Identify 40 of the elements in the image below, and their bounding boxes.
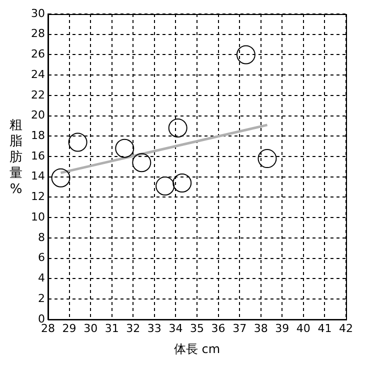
point <box>132 153 152 172</box>
y-tick-label: 30 <box>30 6 45 20</box>
x-tick-label: 31 <box>104 322 119 335</box>
y-tick-label: 18 <box>30 129 45 142</box>
point <box>258 149 277 168</box>
x-tick-label: 33 <box>147 322 162 335</box>
point <box>168 118 188 138</box>
point <box>236 45 256 64</box>
x-axis-title: 体長 cm <box>174 342 220 356</box>
y-tick-label: 16 <box>30 149 45 162</box>
y-tick-label: 20 <box>30 108 45 122</box>
y-tick-label: 14 <box>30 170 45 183</box>
point <box>68 132 88 152</box>
point <box>156 176 175 196</box>
x-tick-label: 35 <box>190 322 204 335</box>
y-tick-label: 10 <box>30 210 45 224</box>
x-tick-label: 38 <box>254 322 268 335</box>
y-tick-label: 12 <box>30 190 45 204</box>
point <box>115 138 134 158</box>
x-tick-label: 40 <box>296 322 310 335</box>
y-tick-label: 28 <box>30 27 45 40</box>
y-tick-label: 8 <box>38 230 45 244</box>
point <box>51 168 70 188</box>
y-tick-label: 24 <box>30 68 45 81</box>
y-tick-label: 22 <box>30 88 45 102</box>
x-tick-label: 37 <box>232 322 247 335</box>
x-tick-label: 36 <box>211 322 226 335</box>
x-tick-label: 30 <box>84 322 98 335</box>
x-tick-label: 42 <box>339 322 353 335</box>
y-tick-label: 4 <box>38 272 45 285</box>
point <box>172 173 192 192</box>
y-tick-label: 2 <box>38 292 45 305</box>
x-tick-label: 29 <box>62 322 76 335</box>
x-tick-label: 34 <box>168 322 183 335</box>
x-tick-label: 39 <box>275 322 290 335</box>
y-tick-label: 6 <box>38 251 45 264</box>
y-axis-title: 粗脂肪量% <box>8 118 24 198</box>
y-tick-label: 26 <box>30 48 45 61</box>
x-tick-label: 32 <box>126 322 140 335</box>
x-tick-label: 41 <box>318 322 332 335</box>
